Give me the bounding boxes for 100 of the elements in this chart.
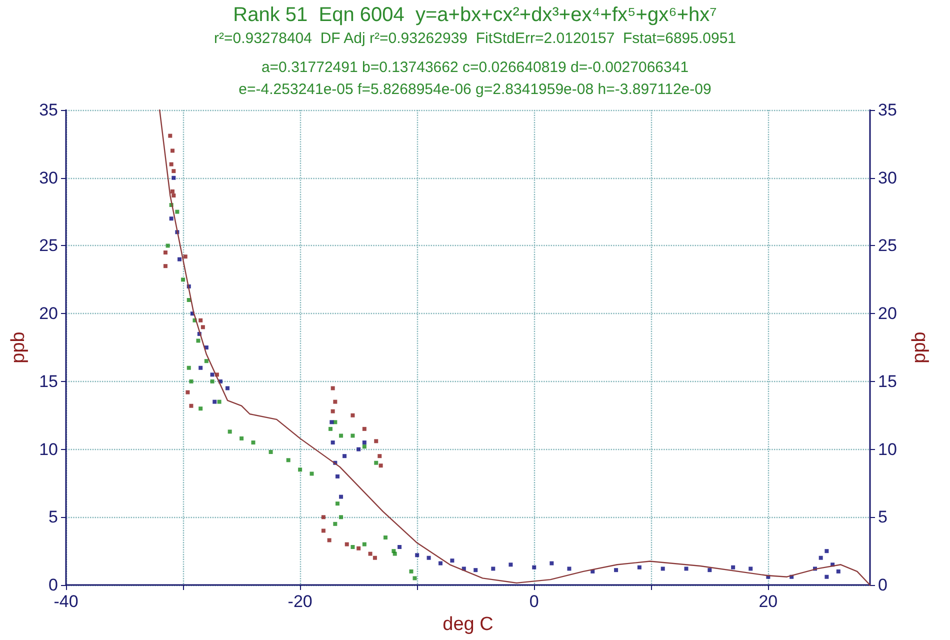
- point: [567, 566, 572, 571]
- y-tick-label: 15: [39, 372, 58, 391]
- point: [169, 162, 174, 166]
- point: [217, 400, 222, 404]
- point: [374, 460, 378, 465]
- text: e=-4.253241e-05 f=5.8268954e-06 g=2.8341959e-08 h=-3.897112e-09: [238, 81, 712, 98]
- y-tick-label: 20: [39, 304, 58, 324]
- point: [163, 264, 168, 268]
- point: [333, 400, 338, 404]
- point: [708, 568, 712, 572]
- point: [170, 189, 174, 194]
- point: [333, 522, 338, 526]
- point: [327, 538, 332, 542]
- point: [204, 359, 208, 364]
- point: [438, 561, 442, 566]
- point: [210, 379, 214, 384]
- point: [183, 254, 188, 259]
- point: [175, 210, 180, 214]
- point: [186, 366, 191, 370]
- y2-tick-label: 0: [878, 576, 888, 594]
- y2-tick-label: 20: [878, 304, 897, 324]
- point: [251, 440, 256, 444]
- point: [339, 494, 344, 499]
- point: [362, 440, 366, 444]
- point: [268, 450, 273, 454]
- point: [172, 169, 176, 174]
- point: [350, 434, 355, 438]
- point: [330, 409, 335, 414]
- point: [508, 562, 513, 567]
- point: [824, 574, 829, 579]
- point: [378, 454, 382, 458]
- point: [198, 406, 203, 411]
- point: [350, 545, 355, 549]
- point: [362, 542, 366, 546]
- point: [350, 413, 355, 418]
- y2-tick-label: 5: [878, 508, 888, 527]
- point: [660, 566, 665, 571]
- point: [339, 434, 344, 438]
- y2-tick-label: 35: [878, 100, 897, 120]
- point: [170, 148, 174, 153]
- y2-tick-label: 10: [878, 440, 897, 459]
- point: [198, 366, 203, 370]
- y2-tick-label: 30: [878, 168, 897, 188]
- point: [412, 576, 417, 580]
- point: [298, 468, 302, 472]
- y2-axis-title: ppb: [909, 332, 930, 364]
- y-tick-label: 5: [48, 508, 58, 527]
- y2-tick-label: 25: [878, 236, 897, 256]
- x-tick-label: 0: [529, 592, 539, 611]
- y2-tick-label: 15: [878, 372, 897, 391]
- point: [200, 325, 205, 330]
- point: [532, 565, 536, 570]
- point: [731, 565, 736, 570]
- point: [637, 565, 642, 570]
- point: [196, 338, 200, 343]
- point: [330, 386, 335, 390]
- point: [836, 569, 840, 574]
- y-tick-label: 35: [39, 100, 58, 120]
- point: [330, 420, 334, 424]
- point: [336, 502, 340, 506]
- point: [409, 569, 414, 574]
- point: [336, 474, 340, 478]
- point: [228, 430, 232, 434]
- x-tick-label: -40: [54, 592, 78, 611]
- point: [398, 545, 402, 549]
- x-tick-label: 20: [758, 592, 778, 611]
- point: [383, 536, 388, 540]
- point: [824, 549, 829, 554]
- point: [342, 454, 347, 458]
- y-tick-label: 25: [39, 236, 58, 256]
- y-tick-label: 30: [39, 168, 58, 188]
- point: [339, 515, 344, 520]
- point: [198, 318, 203, 322]
- point: [163, 250, 168, 254]
- chart-subtitle: r²=0.93278404 DF Adj r²=0.93262939 FitStdErr=2.0120157 Fstat=6895.0951: [214, 30, 736, 47]
- point: [356, 447, 361, 452]
- point: [212, 400, 217, 404]
- point: [240, 436, 244, 440]
- point: [372, 556, 377, 560]
- point: [321, 515, 326, 520]
- text: a=0.31772491 b=0.13743662 c=0.026640819 d=-0.0027066341: [261, 59, 689, 76]
- point: [614, 568, 618, 572]
- point: [166, 244, 170, 248]
- point: [426, 556, 431, 560]
- point: [550, 561, 554, 566]
- y-axis-title: ppb: [8, 332, 29, 364]
- point: [378, 464, 383, 468]
- point: [818, 556, 823, 560]
- point: [178, 257, 182, 262]
- point: [474, 568, 478, 572]
- point: [172, 194, 176, 198]
- point: [362, 444, 366, 449]
- point: [168, 134, 172, 138]
- point: [328, 426, 332, 431]
- point: [415, 553, 420, 558]
- point: [189, 379, 194, 384]
- point: [210, 372, 214, 377]
- point: [491, 566, 496, 571]
- point: [684, 566, 688, 571]
- point: [186, 390, 190, 394]
